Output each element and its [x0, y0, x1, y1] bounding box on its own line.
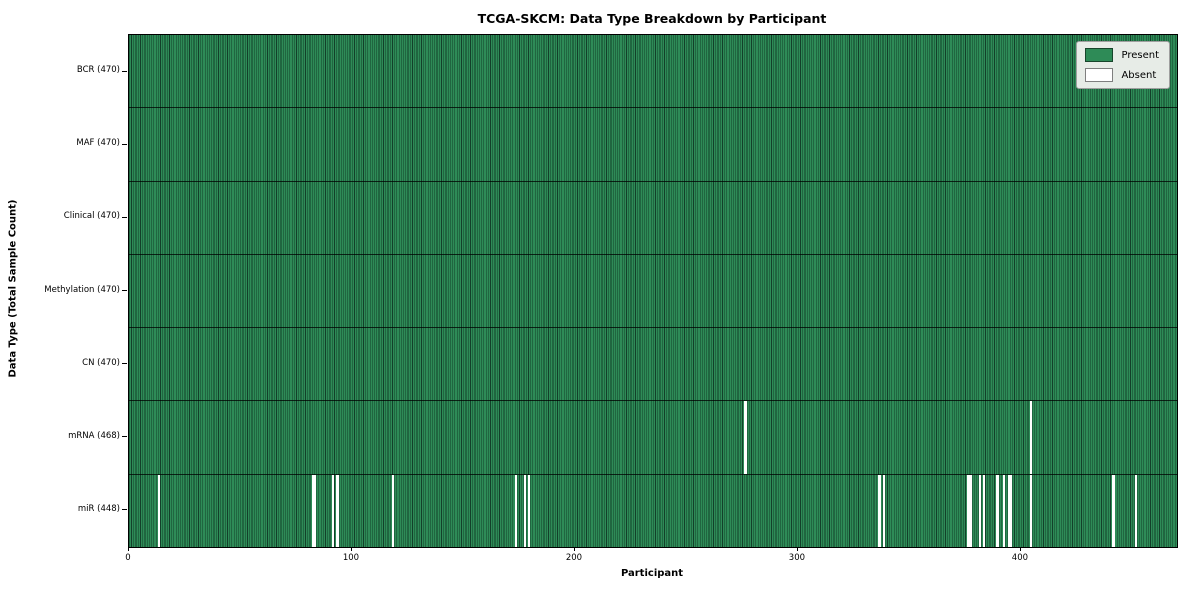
y-tick-label-BCR: BCR (470)	[76, 65, 120, 76]
x-tick-label-0: 0	[125, 553, 131, 563]
x-tick-label-100: 100	[342, 553, 360, 563]
y-tick-mark	[122, 70, 127, 72]
y-tick-label-mRNA: mRNA (468)	[68, 430, 120, 441]
absent-gap	[514, 474, 518, 547]
heatmap-row-MAF	[129, 107, 1177, 181]
y-tick-mark	[122, 216, 127, 218]
x-tick-mark	[1019, 547, 1021, 551]
absent-gap	[1029, 401, 1033, 474]
absent-gap	[392, 474, 395, 547]
x-tick-label-200: 200	[565, 553, 583, 563]
absent-gap	[978, 474, 981, 547]
legend-label-absent: Absent	[1121, 69, 1157, 81]
absent-gap	[1134, 474, 1137, 547]
absent-gap	[882, 474, 885, 547]
heatmap-row-BCR	[129, 35, 1177, 108]
legend-label-present: Present	[1121, 49, 1159, 61]
absent-gap	[523, 474, 526, 547]
x-axis-label: Participant	[620, 568, 684, 579]
present-swatch	[1085, 48, 1114, 62]
absent-gap	[157, 474, 161, 547]
y-tick-label-miR: miR (448)	[77, 503, 120, 514]
heatmap-row-CN	[129, 327, 1177, 401]
heatmap-row-miR	[129, 473, 1177, 547]
heatmap-rows	[129, 35, 1177, 547]
legend-entry-present: Present	[1085, 48, 1159, 62]
x-tick-label-400: 400	[1011, 553, 1029, 563]
absent-gap	[331, 474, 335, 547]
heatmap-row-mRNA	[129, 400, 1177, 474]
y-tick-label-MAF: MAF (470)	[76, 138, 120, 149]
chart-title: TCGA-SKCM: Data Type Breakdown by Partic…	[477, 11, 827, 26]
absent-gap	[983, 474, 986, 547]
absent-gap	[311, 474, 315, 547]
legend: Present Absent	[1076, 41, 1170, 89]
y-tick-label-Methylation: Methylation (470)	[44, 284, 120, 295]
absent-gap	[967, 474, 970, 547]
absent-gap	[528, 474, 531, 547]
absent-gap	[1029, 474, 1033, 547]
absent-gap	[878, 474, 881, 547]
absent-gap	[1112, 474, 1115, 547]
x-tick-mark	[128, 547, 129, 551]
x-tick-mark	[350, 547, 352, 551]
y-tick-mark	[122, 290, 127, 291]
absent-gap	[1007, 474, 1010, 547]
absent-gap	[336, 474, 339, 547]
x-tick-mark	[573, 547, 575, 551]
absent-gap	[744, 401, 747, 474]
y-tick-label-Clinical: Clinical (470)	[63, 211, 120, 222]
x-tick-label-300: 300	[788, 553, 806, 563]
absent-gap	[1003, 474, 1006, 547]
absent-gap	[996, 474, 999, 547]
y-tick-mark	[122, 143, 127, 145]
plot-area: Present Absent	[128, 34, 1178, 548]
y-tick-mark	[122, 509, 127, 511]
heatmap-row-Methylation	[129, 253, 1177, 328]
absent-gap	[1009, 474, 1013, 547]
x-tick-mark	[796, 547, 798, 551]
legend-entry-absent: Absent	[1085, 68, 1159, 82]
absent-gap	[314, 474, 317, 547]
absent-gap	[969, 474, 972, 547]
y-tick-label-CN: CN (470)	[82, 357, 120, 368]
y-tick-mark	[122, 436, 127, 438]
heatmap-row-Clinical	[129, 180, 1177, 254]
absent-swatch	[1085, 68, 1114, 82]
y-tick-mark	[122, 363, 127, 365]
